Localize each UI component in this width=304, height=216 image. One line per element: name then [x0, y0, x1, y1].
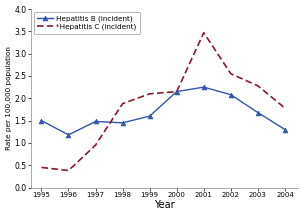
*Hepatitis C (incident) — [94, 144, 97, 146]
X-axis label: Year: Year — [154, 200, 175, 210]
*Hepatitis C (incident) — [229, 72, 233, 75]
Hepatitis B (incident) — [229, 93, 233, 96]
Hepatitis B (incident) — [202, 86, 206, 88]
Hepatitis B (incident) — [40, 119, 43, 122]
*Hepatitis C (incident) — [283, 107, 287, 109]
*Hepatitis C (incident) — [175, 90, 178, 93]
*Hepatitis C (incident) — [256, 84, 260, 87]
*Hepatitis C (incident) — [40, 166, 43, 169]
Line: *Hepatitis C (incident): *Hepatitis C (incident) — [41, 33, 285, 171]
Hepatitis B (incident) — [148, 115, 151, 118]
Hepatitis B (incident) — [283, 128, 287, 131]
Hepatitis B (incident) — [121, 122, 124, 124]
*Hepatitis C (incident) — [148, 92, 151, 95]
Hepatitis B (incident) — [94, 120, 97, 123]
*Hepatitis C (incident) — [67, 169, 70, 172]
Hepatitis B (incident) — [256, 111, 260, 114]
*Hepatitis C (incident) — [202, 31, 206, 34]
Legend: Hepatitis B (incident), *Hepatitis C (incident): Hepatitis B (incident), *Hepatitis C (in… — [33, 12, 140, 34]
Hepatitis B (incident) — [175, 90, 178, 93]
Y-axis label: Rate per 100,000 population: Rate per 100,000 population — [5, 46, 12, 150]
Line: Hepatitis B (incident): Hepatitis B (incident) — [39, 85, 287, 137]
*Hepatitis C (incident) — [121, 102, 124, 105]
Hepatitis B (incident) — [67, 133, 70, 136]
